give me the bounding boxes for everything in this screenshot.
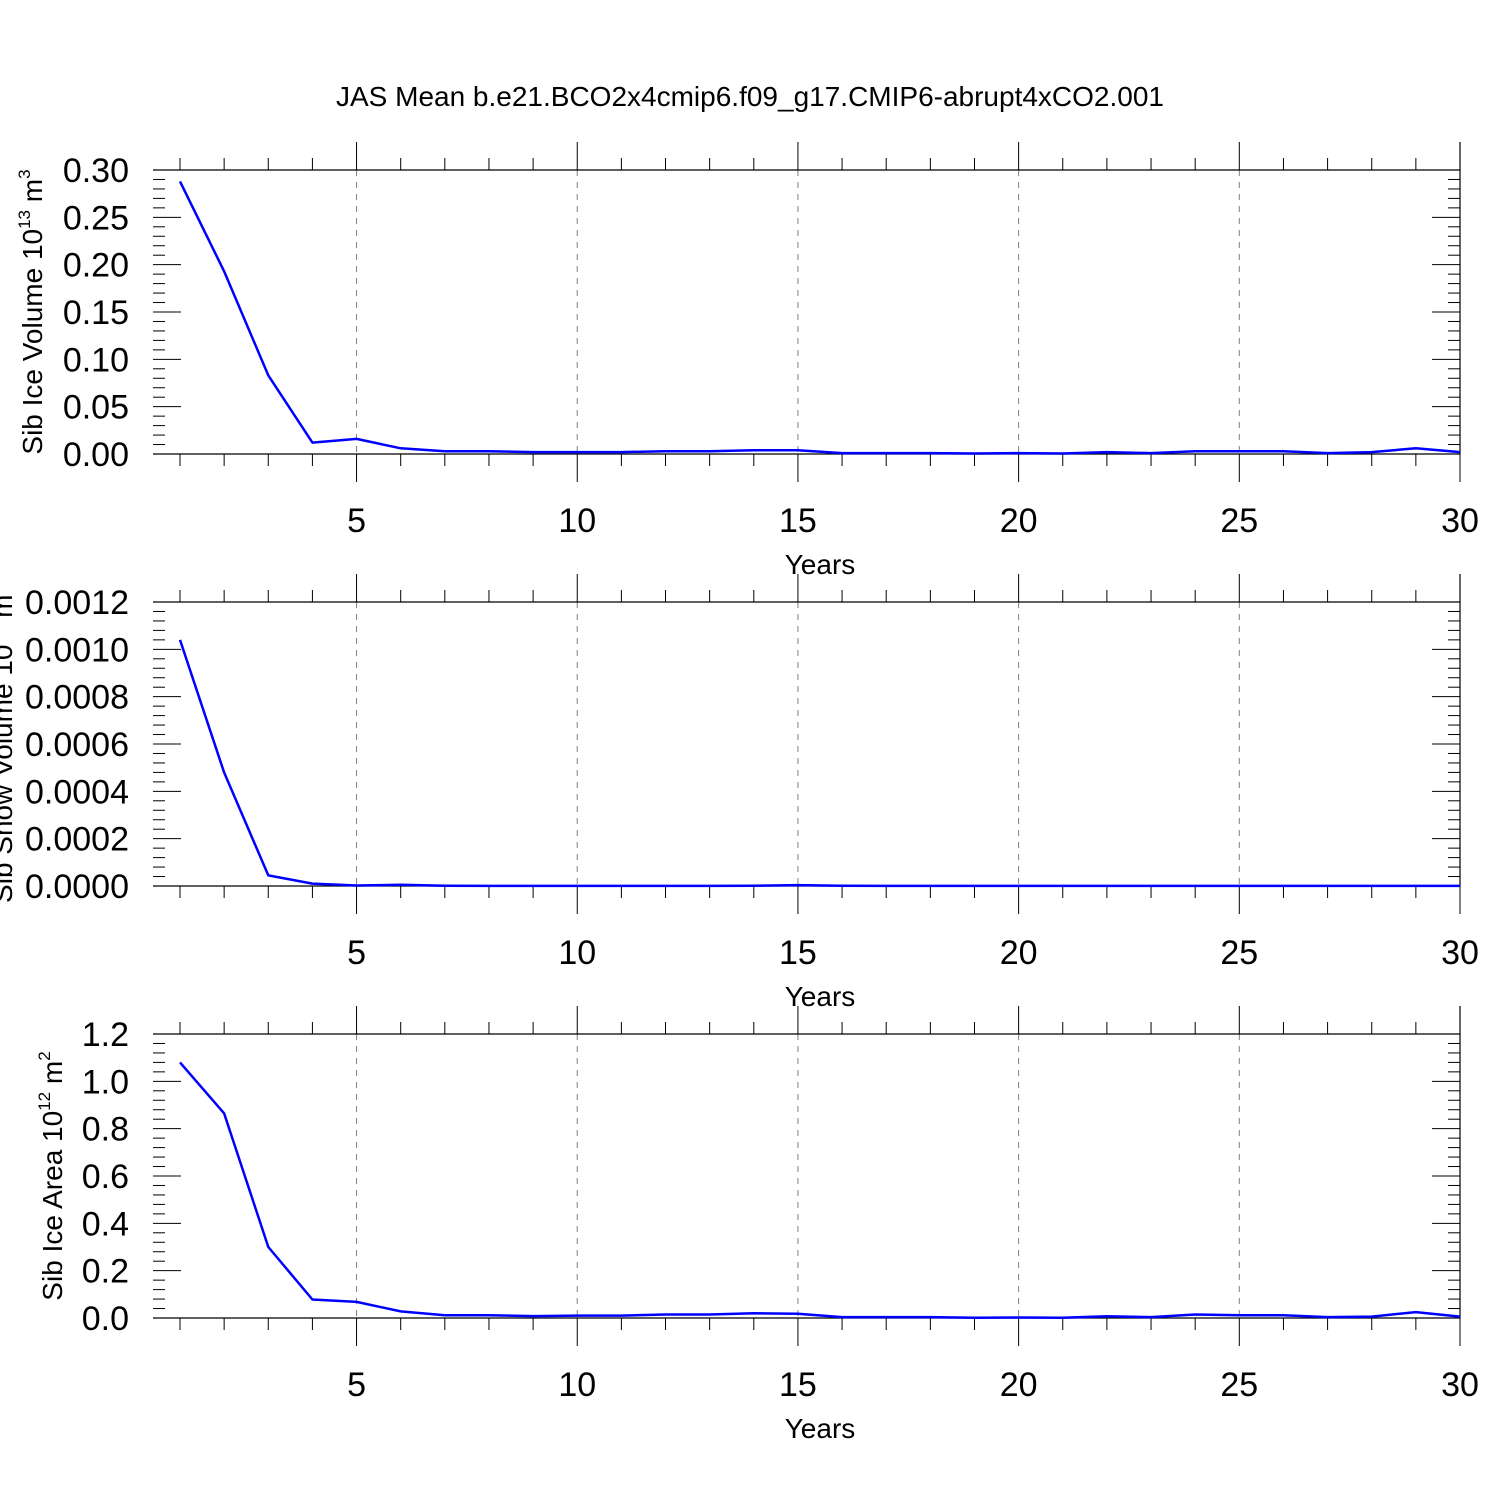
x-tick-label: 15 bbox=[779, 1366, 817, 1404]
x-tick-label: 10 bbox=[558, 502, 596, 540]
y-axis-label: Sib Ice Area 1012 m2 bbox=[35, 1051, 68, 1300]
x-tick-label: 5 bbox=[347, 934, 366, 972]
y-axis-label: Sib Ice Volume 1013 m3 bbox=[15, 169, 48, 454]
series-line-1 bbox=[179, 1061, 1461, 1320]
y-tick-label: 1.0 bbox=[82, 1063, 129, 1101]
x-tick-label: 30 bbox=[1441, 934, 1479, 972]
x-tick-label: 30 bbox=[1441, 502, 1479, 540]
y-tick-label: 0.6 bbox=[82, 1158, 129, 1196]
x-tick-label: 15 bbox=[779, 502, 817, 540]
y-tick-label: 0.0004 bbox=[25, 773, 129, 811]
y-tick-label: 0.05 bbox=[63, 389, 129, 427]
chart-panel-2: 5 10 15 20 25 30 0.0000 0.0002 0.0004 0.0006 0.000… bbox=[0, 574, 1479, 1012]
y-tick-label: 0.0 bbox=[82, 1300, 129, 1338]
x-axis-label: Years bbox=[785, 549, 856, 580]
x-tick-label: 20 bbox=[1000, 1366, 1038, 1404]
y-tick-label: 0.0010 bbox=[25, 631, 129, 669]
series-line-1 bbox=[178, 639, 1460, 888]
y-axis-label: Sib Snow Volume 1013 m3 bbox=[0, 585, 18, 903]
y-tick-label: 0.20 bbox=[63, 247, 129, 285]
x-tick-label: 10 bbox=[558, 934, 596, 972]
x-tick-label: 5 bbox=[347, 1366, 366, 1404]
y-tick-label: 0.15 bbox=[63, 294, 129, 332]
y-tick-label: 1.2 bbox=[82, 1016, 129, 1054]
y-tick-label: 0.0002 bbox=[25, 821, 129, 859]
y-tick-label: 0.2 bbox=[82, 1253, 129, 1291]
series-line-1 bbox=[178, 180, 1461, 455]
y-tick-label: 0.0006 bbox=[25, 726, 129, 764]
x-tick-label: 25 bbox=[1220, 502, 1258, 540]
chart-panel-3: 5 10 15 20 25 30 0.0 0.2 0.4 0.6 0.8 1.0 1.2 Years Sib… bbox=[35, 1006, 1479, 1444]
figure-title: JAS Mean b.e21.BCO2x4cmip6.f09_g17.CMIP6… bbox=[336, 81, 1164, 112]
x-tick-label: 25 bbox=[1220, 934, 1258, 972]
y-tick-label: 0.0000 bbox=[25, 868, 129, 906]
y-tick-label: 0.8 bbox=[82, 1111, 129, 1149]
y-tick-label: 0.25 bbox=[63, 199, 129, 237]
x-axis-label: Years bbox=[785, 1413, 856, 1444]
y-tick-label: 0.0008 bbox=[25, 679, 129, 717]
x-tick-label: 5 bbox=[347, 502, 366, 540]
x-tick-label: 20 bbox=[1000, 502, 1038, 540]
y-tick-label: 0.30 bbox=[63, 152, 129, 190]
x-tick-label: 25 bbox=[1220, 1366, 1258, 1404]
y-tick-label: 0.00 bbox=[63, 436, 129, 474]
y-tick-label: 0.0012 bbox=[25, 584, 129, 622]
y-tick-label: 0.4 bbox=[82, 1205, 129, 1243]
panels: 5 10 15 20 25 300.000.050.100.150.200.250.30Y… bbox=[0, 142, 1479, 1444]
x-tick-label: 20 bbox=[1000, 934, 1038, 972]
chart-panel-1: 5 10 15 20 25 30 0.00 0.05 0.10 0.15 0.20 0.25 0.30 Y… bbox=[15, 142, 1479, 580]
x-tick-label: 15 bbox=[779, 934, 817, 972]
y-tick-label: 0.10 bbox=[63, 341, 129, 379]
x-tick-label: 30 bbox=[1441, 1366, 1479, 1404]
x-tick-label: 10 bbox=[558, 1366, 596, 1404]
x-axis-label: Years bbox=[785, 981, 856, 1012]
